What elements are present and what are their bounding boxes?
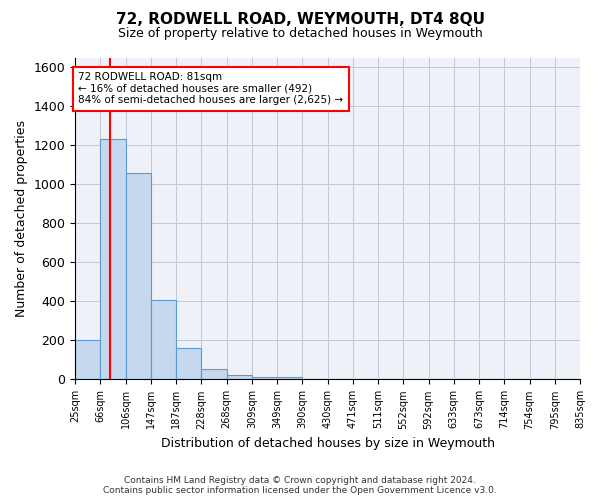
Bar [277,378,302,380]
Bar [100,140,125,380]
Text: Contains HM Land Registry data © Crown copyright and database right 2024.
Contai: Contains HM Land Registry data © Crown c… [103,476,497,495]
Bar [252,376,277,380]
Bar [227,374,252,380]
Text: 72 RODWELL ROAD: 81sqm
← 16% of detached houses are smaller (492)
84% of semi-de: 72 RODWELL ROAD: 81sqm ← 16% of detached… [79,72,344,106]
Bar [151,300,176,380]
Bar [75,340,100,380]
Text: Size of property relative to detached houses in Weymouth: Size of property relative to detached ho… [118,28,482,40]
X-axis label: Distribution of detached houses by size in Weymouth: Distribution of detached houses by size … [161,437,494,450]
Bar [176,348,202,380]
Bar [125,172,151,380]
Y-axis label: Number of detached properties: Number of detached properties [15,120,28,317]
Bar [202,368,227,380]
Text: 72, RODWELL ROAD, WEYMOUTH, DT4 8QU: 72, RODWELL ROAD, WEYMOUTH, DT4 8QU [115,12,485,28]
